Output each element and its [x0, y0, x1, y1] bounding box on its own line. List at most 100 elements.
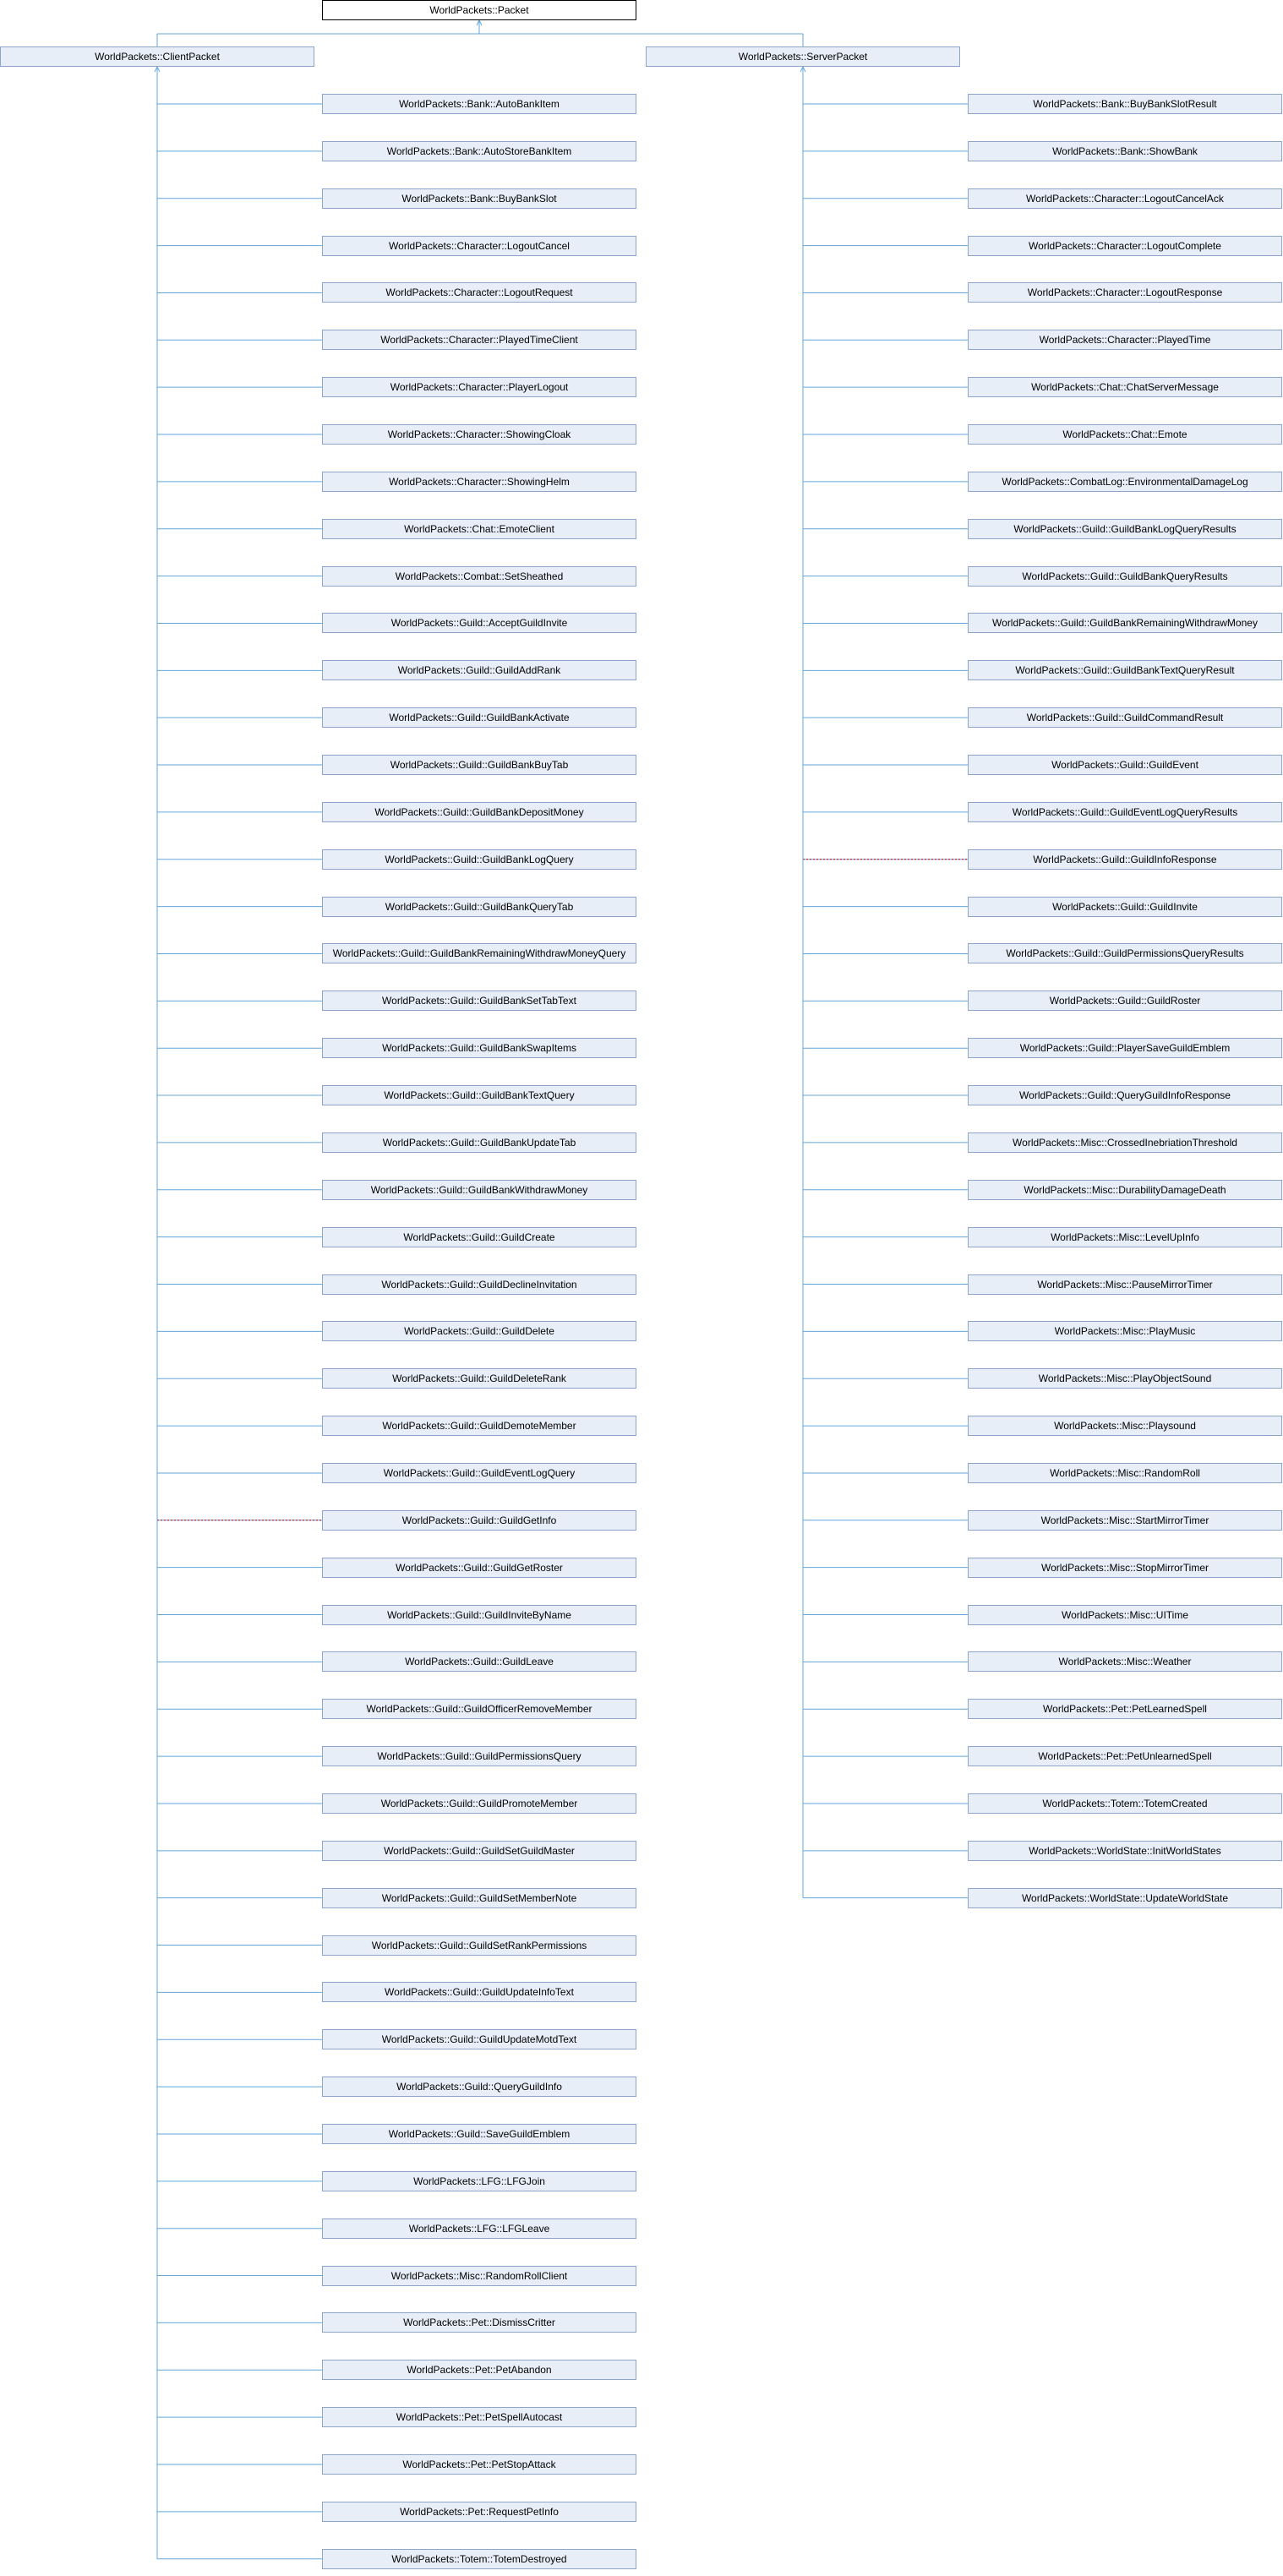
- node-client-packet[interactable]: WorldPackets::ClientPacket: [0, 46, 314, 67]
- node-class[interactable]: WorldPackets::Misc::UITime: [968, 1604, 1282, 1625]
- node-class[interactable]: WorldPackets::Guild::GuildBankSetTabText: [322, 991, 636, 1012]
- node-class[interactable]: WorldPackets::Guild::GuildInviteByName: [322, 1604, 636, 1625]
- node-class[interactable]: WorldPackets::LFG::LFGJoin: [322, 2170, 636, 2191]
- node-class[interactable]: WorldPackets::WorldState::UpdateWorldSta…: [968, 1887, 1282, 1908]
- node-class[interactable]: WorldPackets::Guild::GuildInfoResponse: [968, 849, 1282, 870]
- node-class[interactable]: WorldPackets::Totem::TotemDestroyed: [322, 2548, 636, 2569]
- node-class[interactable]: WorldPackets::Guild::GuildBankTextQueryR…: [968, 660, 1282, 681]
- node-class[interactable]: WorldPackets::Misc::RandomRollClient: [322, 2265, 636, 2286]
- node-class[interactable]: WorldPackets::Guild::GuildLeave: [322, 1651, 636, 1673]
- node-class[interactable]: WorldPackets::Bank::AutoBankItem: [322, 94, 636, 114]
- node-class[interactable]: WorldPackets::Bank::AutoStoreBankItem: [322, 140, 636, 161]
- node-class[interactable]: WorldPackets::Guild::GuildEventLogQueryR…: [968, 801, 1282, 822]
- node-class[interactable]: WorldPackets::Guild::GuildSetRankPermiss…: [322, 1935, 636, 1956]
- node-class[interactable]: WorldPackets::Totem::TotemCreated: [968, 1793, 1282, 1814]
- node-class[interactable]: WorldPackets::Pet::PetStopAttack: [322, 2454, 636, 2475]
- node-class[interactable]: WorldPackets::Character::LogoutComplete: [968, 235, 1282, 256]
- node-class[interactable]: WorldPackets::Guild::GuildSetGuildMaster: [322, 1840, 636, 1861]
- node-class[interactable]: WorldPackets::Misc::Playsound: [968, 1416, 1282, 1437]
- node-class[interactable]: WorldPackets::Misc::Weather: [968, 1651, 1282, 1673]
- node-class[interactable]: WorldPackets::Guild::AcceptGuildInvite: [322, 613, 636, 634]
- node-class[interactable]: WorldPackets::Guild::GuildInvite: [968, 896, 1282, 917]
- node-class[interactable]: WorldPackets::Character::LogoutCancel: [322, 235, 636, 256]
- node-class[interactable]: WorldPackets::Guild::GuildDemoteMember: [322, 1416, 636, 1437]
- node-class[interactable]: WorldPackets::Guild::GuildEvent: [968, 755, 1282, 776]
- node-class[interactable]: WorldPackets::Chat::ChatServerMessage: [968, 377, 1282, 398]
- node-class[interactable]: WorldPackets::Guild::GuildGetInfo: [322, 1509, 636, 1531]
- node-class[interactable]: WorldPackets::Pet::PetUnlearnedSpell: [968, 1746, 1282, 1767]
- node-class[interactable]: WorldPackets::Guild::GuildBankActivate: [322, 707, 636, 729]
- node-class[interactable]: WorldPackets::Guild::QueryGuildInfoRespo…: [968, 1085, 1282, 1106]
- node-class[interactable]: WorldPackets::Guild::GuildOfficerRemoveM…: [322, 1699, 636, 1720]
- node-class[interactable]: WorldPackets::Guild::GuildBankLogQuery: [322, 849, 636, 870]
- arrowhead-base: [800, 65, 806, 73]
- node-class[interactable]: WorldPackets::Pet::DismissCritter: [322, 2312, 636, 2333]
- node-class[interactable]: WorldPackets::Misc::LevelUpInfo: [968, 1226, 1282, 1247]
- node-class[interactable]: WorldPackets::Guild::GuildGetRoster: [322, 1557, 636, 1578]
- node-class[interactable]: WorldPackets::Guild::GuildBankWithdrawMo…: [322, 1179, 636, 1200]
- node-class[interactable]: WorldPackets::Misc::DurabilityDamageDeat…: [968, 1179, 1282, 1200]
- node-class[interactable]: WorldPackets::Guild::GuildSetMemberNote: [322, 1887, 636, 1908]
- node-class[interactable]: WorldPackets::Pet::RequestPetInfo: [322, 2501, 636, 2522]
- node-class[interactable]: WorldPackets::Guild::GuildDeclineInvitat…: [322, 1274, 636, 1295]
- node-class[interactable]: WorldPackets::Character::ShowingCloak: [322, 424, 636, 445]
- node-root-packet[interactable]: WorldPackets::Packet: [322, 0, 636, 20]
- node-class[interactable]: WorldPackets::Guild::GuildBankQueryResul…: [968, 565, 1282, 587]
- node-class[interactable]: WorldPackets::Chat::EmoteClient: [322, 518, 636, 539]
- node-class[interactable]: WorldPackets::Character::ShowingHelm: [322, 471, 636, 492]
- node-class[interactable]: WorldPackets::Chat::Emote: [968, 424, 1282, 445]
- node-class[interactable]: WorldPackets::Guild::GuildCreate: [322, 1226, 636, 1247]
- node-class[interactable]: WorldPackets::Guild::SaveGuildEmblem: [322, 2123, 636, 2144]
- node-class[interactable]: WorldPackets::Guild::GuildCommandResult: [968, 707, 1282, 729]
- node-class[interactable]: WorldPackets::Guild::GuildBankDepositMon…: [322, 801, 636, 822]
- node-class[interactable]: WorldPackets::Guild::GuildUpdateInfoText: [322, 1982, 636, 2003]
- node-class[interactable]: WorldPackets::Guild::QueryGuildInfo: [322, 2077, 636, 2098]
- node-class[interactable]: WorldPackets::Guild::PlayerSaveGuildEmbl…: [968, 1038, 1282, 1059]
- node-class[interactable]: WorldPackets::Character::PlayedTimeClien…: [322, 330, 636, 351]
- node-class[interactable]: WorldPackets::Combat::SetSheathed: [322, 565, 636, 587]
- node-class[interactable]: WorldPackets::Guild::GuildUpdateMotdText: [322, 2029, 636, 2050]
- node-class[interactable]: WorldPackets::Character::LogoutRequest: [322, 282, 636, 303]
- arrowhead-base: [154, 65, 161, 73]
- node-class[interactable]: WorldPackets::Guild::GuildPromoteMember: [322, 1793, 636, 1814]
- node-class[interactable]: WorldPackets::Misc::PauseMirrorTimer: [968, 1274, 1282, 1295]
- node-class[interactable]: WorldPackets::Guild::GuildBankRemainingW…: [968, 613, 1282, 634]
- node-class[interactable]: WorldPackets::Pet::PetLearnedSpell: [968, 1699, 1282, 1720]
- node-class[interactable]: WorldPackets::Guild::GuildBankLogQueryRe…: [968, 518, 1282, 539]
- node-class[interactable]: WorldPackets::Character::LogoutCancelAck: [968, 188, 1282, 209]
- node-class[interactable]: WorldPackets::Bank::ShowBank: [968, 140, 1282, 161]
- node-class[interactable]: WorldPackets::Character::PlayedTime: [968, 330, 1282, 351]
- node-class[interactable]: WorldPackets::Misc::RandomRoll: [968, 1462, 1282, 1483]
- node-class[interactable]: WorldPackets::Guild::GuildRoster: [968, 991, 1282, 1012]
- node-class[interactable]: WorldPackets::Guild::GuildBankUpdateTab: [322, 1132, 636, 1153]
- node-class[interactable]: WorldPackets::Character::PlayerLogout: [322, 377, 636, 398]
- node-class[interactable]: WorldPackets::LFG::LFGLeave: [322, 2218, 636, 2239]
- node-class[interactable]: WorldPackets::Guild::GuildDeleteRank: [322, 1368, 636, 1389]
- node-class[interactable]: WorldPackets::Bank::BuyBankSlot: [322, 188, 636, 209]
- node-class[interactable]: WorldPackets::Guild::GuildBankRemainingW…: [322, 943, 636, 964]
- node-class[interactable]: WorldPackets::Misc::StartMirrorTimer: [968, 1509, 1282, 1531]
- node-class[interactable]: WorldPackets::Guild::GuildPermissionsQue…: [968, 943, 1282, 964]
- node-class[interactable]: WorldPackets::Misc::StopMirrorTimer: [968, 1557, 1282, 1578]
- node-class[interactable]: WorldPackets::Guild::GuildDelete: [322, 1321, 636, 1342]
- node-class[interactable]: WorldPackets::Pet::PetAbandon: [322, 2360, 636, 2381]
- node-class[interactable]: WorldPackets::WorldState::InitWorldState…: [968, 1840, 1282, 1861]
- node-class[interactable]: WorldPackets::Character::LogoutResponse: [968, 282, 1282, 303]
- node-class[interactable]: WorldPackets::Guild::GuildEventLogQuery: [322, 1462, 636, 1483]
- node-class[interactable]: WorldPackets::Guild::GuildBankQueryTab: [322, 896, 636, 917]
- node-class[interactable]: WorldPackets::Bank::BuyBankSlotResult: [968, 94, 1282, 114]
- node-class[interactable]: WorldPackets::Guild::GuildBankTextQuery: [322, 1085, 636, 1106]
- arrowhead-root: [476, 19, 483, 26]
- node-class[interactable]: WorldPackets::Guild::GuildPermissionsQue…: [322, 1746, 636, 1767]
- node-class[interactable]: WorldPackets::Misc::PlayObjectSound: [968, 1368, 1282, 1389]
- node-class[interactable]: WorldPackets::Pet::PetSpellAutocast: [322, 2407, 636, 2428]
- node-class[interactable]: WorldPackets::Guild::GuildBankSwapItems: [322, 1038, 636, 1059]
- node-class[interactable]: WorldPackets::Guild::GuildBankBuyTab: [322, 755, 636, 776]
- node-class[interactable]: WorldPackets::Misc::PlayMusic: [968, 1321, 1282, 1342]
- node-class[interactable]: WorldPackets::CombatLog::EnvironmentalDa…: [968, 471, 1282, 492]
- node-class[interactable]: WorldPackets::Guild::GuildAddRank: [322, 660, 636, 681]
- node-server-packet[interactable]: WorldPackets::ServerPacket: [646, 46, 960, 67]
- node-class[interactable]: WorldPackets::Misc::CrossedInebriationTh…: [968, 1132, 1282, 1153]
